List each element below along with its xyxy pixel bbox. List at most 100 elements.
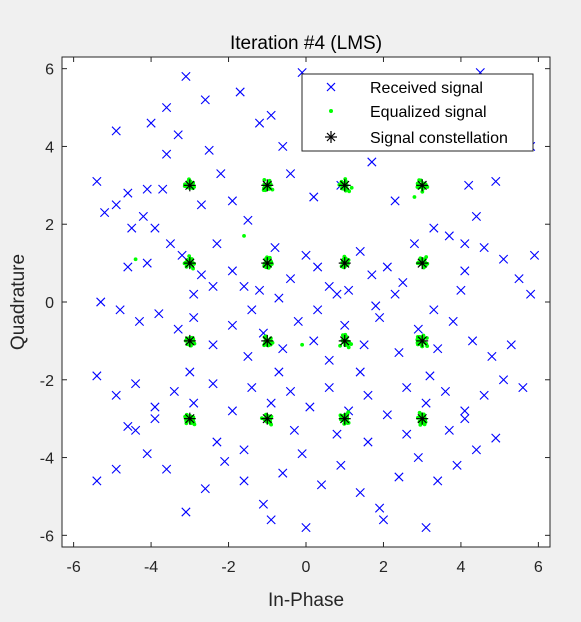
y-tick-label: 0 — [45, 295, 54, 312]
constellation-point — [338, 412, 351, 425]
equalized-point — [417, 410, 422, 415]
received-point — [189, 398, 199, 408]
constellation-point — [338, 179, 351, 192]
received-point — [227, 266, 238, 276]
constellation-point — [416, 179, 429, 192]
received-point — [158, 184, 168, 194]
received-point — [336, 460, 346, 470]
received-point — [340, 320, 350, 330]
x-axis-label: In-Phase — [268, 590, 344, 611]
received-point — [444, 425, 454, 435]
received-point — [444, 231, 454, 241]
axis-ticks — [62, 57, 550, 547]
equalized-point — [418, 256, 423, 261]
received-point — [142, 449, 152, 459]
received-point — [293, 316, 303, 327]
received-point — [134, 316, 145, 327]
received-point — [440, 386, 451, 397]
received-point — [111, 464, 121, 474]
received-point — [185, 367, 195, 377]
received-point — [258, 499, 268, 509]
received-point — [243, 215, 253, 225]
received-point — [266, 398, 276, 408]
constellation-point — [416, 412, 429, 425]
received-point — [220, 456, 230, 467]
received-point — [278, 468, 288, 478]
received-point — [371, 301, 381, 311]
constellation-point — [261, 179, 274, 192]
equalized-point — [349, 185, 354, 190]
received-point — [123, 421, 133, 432]
received-point — [189, 312, 199, 323]
received-point — [254, 118, 265, 128]
received-point — [518, 382, 528, 393]
received-point — [332, 289, 342, 299]
y-tick-label: 2 — [45, 217, 54, 234]
received-point — [181, 71, 191, 82]
received-point — [471, 211, 482, 222]
received-point — [491, 433, 501, 443]
y-tick-label: -4 — [40, 451, 54, 468]
received-point — [212, 437, 222, 447]
received-point — [161, 102, 172, 113]
received-point — [355, 487, 365, 498]
equalized-point — [412, 195, 417, 199]
received-point — [471, 445, 482, 455]
constellation-point — [338, 334, 351, 347]
y-axis-label: Quadrature — [8, 254, 29, 350]
received-point — [448, 316, 458, 327]
y-tick-label: -6 — [40, 528, 54, 545]
received-point — [142, 184, 152, 194]
received-point — [301, 522, 311, 533]
received-point — [239, 445, 249, 455]
received-point — [363, 390, 373, 400]
equalized-point — [418, 422, 423, 427]
equalized-point — [346, 345, 351, 350]
received-point — [96, 297, 106, 307]
received-point — [247, 305, 257, 315]
received-point — [429, 223, 439, 233]
received-point — [301, 250, 311, 260]
received-point — [208, 340, 218, 350]
equalized-point — [415, 181, 420, 186]
legend-box — [301, 73, 534, 152]
received-point — [460, 414, 470, 424]
received-point — [274, 367, 284, 377]
received-point — [355, 367, 365, 377]
received-point — [173, 130, 183, 140]
received-point — [452, 460, 462, 470]
received-point — [150, 223, 160, 233]
equalized-point — [133, 257, 138, 262]
legend-marker-constellation — [325, 131, 337, 143]
received-point — [227, 406, 238, 416]
received-point — [355, 246, 365, 257]
x-tick-label: 2 — [379, 559, 388, 576]
received-point — [138, 211, 148, 222]
received-point — [460, 266, 470, 276]
received-point — [111, 390, 121, 400]
received-point — [216, 169, 226, 179]
received-point — [247, 382, 257, 393]
received-point — [92, 176, 102, 187]
received-point — [479, 242, 489, 253]
equalized-point — [268, 337, 272, 342]
received-point — [413, 324, 423, 334]
received-point — [285, 386, 296, 397]
received-point — [433, 344, 443, 354]
received-point — [456, 285, 466, 295]
received-point — [196, 270, 207, 280]
received-point — [278, 344, 288, 354]
received-point — [487, 351, 497, 362]
x-tick-label: -2 — [221, 559, 235, 576]
y-tick-label: 6 — [45, 62, 54, 79]
received-point — [208, 281, 218, 292]
received-point — [270, 242, 280, 253]
received-point — [177, 250, 187, 260]
received-point — [374, 312, 385, 323]
received-point — [196, 200, 207, 210]
received-point — [161, 464, 172, 474]
received-point — [154, 309, 164, 319]
received-point — [316, 480, 327, 490]
received-point — [127, 223, 137, 233]
received-point — [146, 118, 156, 128]
